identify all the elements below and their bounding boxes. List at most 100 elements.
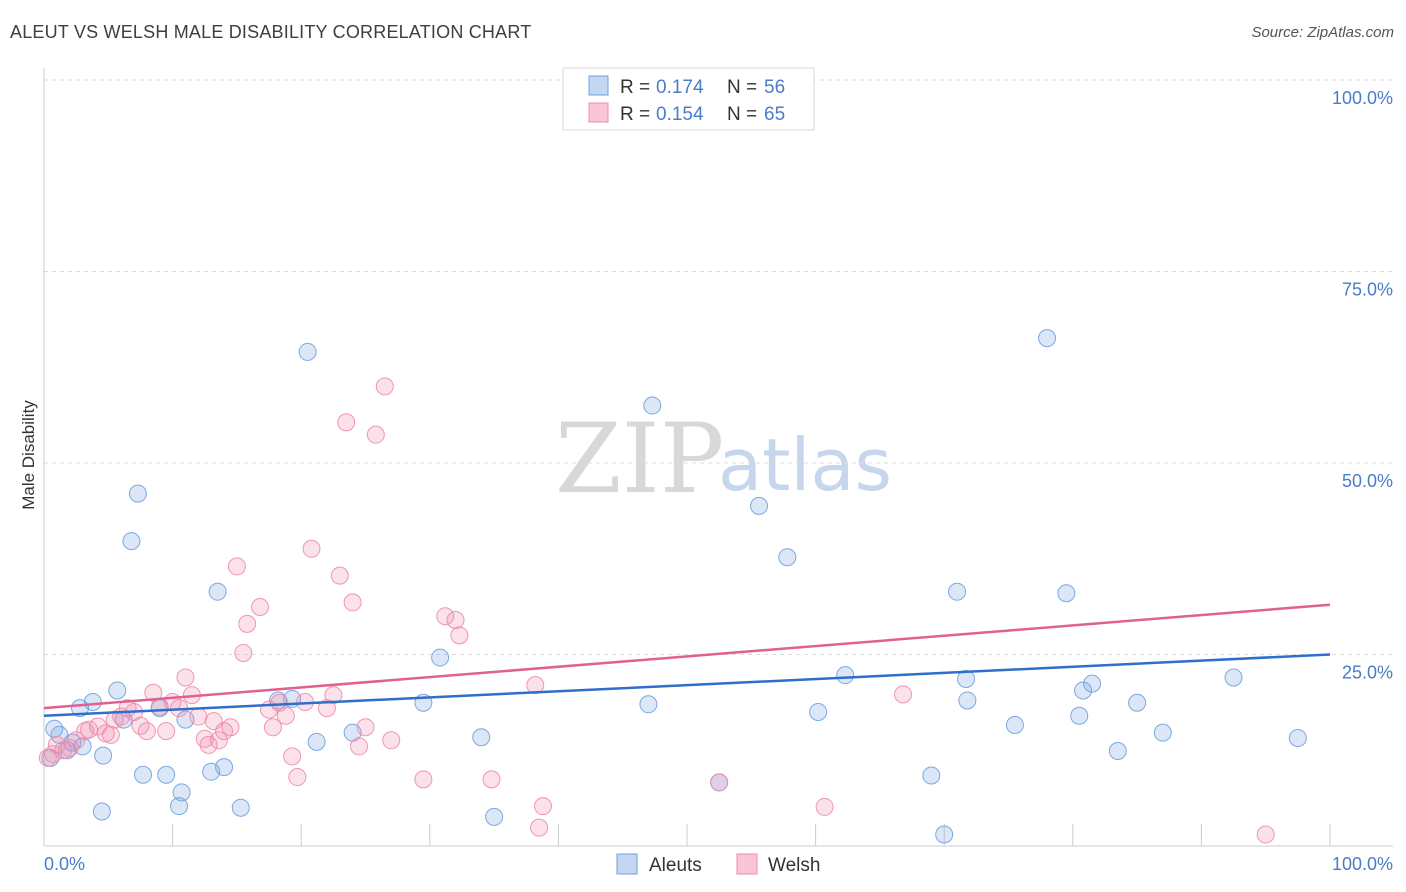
data-point-aleuts [1057,584,1076,603]
grid [44,79,1393,655]
data-points [38,329,1307,844]
data-point-aleuts [231,798,250,817]
watermark-atlas: atlas [718,423,892,507]
data-point-aleuts [1074,681,1093,700]
source-credit: Source: ZipAtlas.com [1251,24,1394,41]
bottom-legend-label-welsh: Welsh [768,855,820,876]
legend-r-value-welsh: 0.154 [656,104,704,125]
data-point-aleuts [108,681,127,700]
data-point-aleuts [1128,693,1147,712]
trend-line-welsh [43,603,1331,710]
data-point-aleuts [94,746,113,765]
y-tick-label: 100.0% [1332,88,1393,108]
data-point-aleuts [170,797,189,816]
data-point-aleuts [472,728,491,747]
data-point-welsh [276,706,295,725]
data-point-welsh [288,768,307,787]
data-point-aleuts [431,648,450,667]
chart-title: ALEUT VS WELSH MALE DISABILITY CORRELATI… [10,22,532,42]
data-point-aleuts [128,484,147,503]
bottom-legend-label-aleuts: Aleuts [649,855,702,876]
data-point-welsh [366,425,385,444]
bottom-legend-swatch-aleuts [616,853,638,875]
data-point-welsh [815,797,834,816]
data-point-welsh [446,611,465,630]
data-point-aleuts [92,802,111,821]
data-point-aleuts [157,765,176,784]
data-point-welsh [101,725,120,744]
data-point-aleuts [1153,723,1172,742]
data-point-welsh [238,614,257,633]
y-tick-label: 75.0% [1342,280,1393,300]
trend-lines [43,603,1331,718]
data-point-welsh [137,722,156,741]
data-point-aleuts [935,825,954,844]
legend-r-label-aleuts: R = [620,77,650,98]
data-point-welsh [176,668,195,687]
data-point-welsh [375,377,394,396]
data-point-aleuts [957,670,976,689]
data-point-aleuts [485,807,504,826]
data-point-aleuts [122,532,141,551]
data-point-aleuts [643,396,662,415]
data-point-aleuts [809,702,828,721]
data-point-welsh [337,413,356,432]
legend: R = 0.174 N = 56 R = 0.154 N = 65 [562,67,815,131]
watermark-zip: ZIP [555,403,724,515]
legend-r-value-aleuts: 0.174 [656,77,704,98]
data-point-welsh [209,731,228,750]
data-point-welsh [283,747,302,766]
data-point-welsh [270,693,289,712]
legend-r-label-welsh: R = [620,104,650,125]
data-point-welsh [251,598,270,617]
data-point-welsh [710,773,729,792]
legend-swatch-welsh [588,102,609,123]
legend-n-label-welsh: N = [727,104,757,125]
watermark: ZIP atlas [555,403,892,515]
data-point-welsh [414,770,433,789]
data-point-welsh [60,738,79,757]
data-point-welsh [382,731,401,750]
x-tick-label-left: 0.0% [44,854,85,874]
data-point-aleuts [639,695,658,714]
data-point-welsh [189,707,208,726]
data-point-welsh [343,593,362,612]
data-point-aleuts [1005,715,1024,734]
data-point-welsh [157,722,176,741]
bottom-legend: Aleuts Welsh [616,853,820,876]
data-point-aleuts [215,758,234,777]
data-point-welsh [356,718,375,737]
data-point-welsh [221,718,240,737]
data-point-aleuts [1224,668,1243,687]
data-point-aleuts [1083,674,1102,693]
bottom-legend-swatch-welsh [736,853,758,875]
y-axis-label: Male Disability [19,400,38,510]
data-point-aleuts [948,582,967,601]
data-point-welsh [482,770,501,789]
data-point-aleuts [307,732,326,751]
legend-n-label-aleuts: N = [727,77,757,98]
y-tick-label: 50.0% [1342,471,1393,491]
data-point-welsh [330,566,349,585]
data-point-welsh [530,818,549,837]
data-point-welsh [89,717,108,736]
data-point-welsh [263,718,282,737]
data-point-welsh [450,626,469,645]
data-point-welsh [44,745,63,764]
data-point-aleuts [208,582,227,601]
data-point-welsh [302,539,321,558]
data-point-aleuts [1070,706,1089,725]
data-point-welsh [324,686,343,705]
y-tick-label: 25.0% [1342,663,1393,683]
data-point-aleuts [172,783,191,802]
y-tick-labels: 100.0% 75.0% 50.0% 25.0% [1332,88,1393,683]
data-point-welsh [894,685,913,704]
data-point-aleuts [45,719,64,738]
data-point-aleuts [922,766,941,785]
axes [43,68,1393,847]
data-point-welsh [317,699,336,718]
data-point-welsh [227,557,246,576]
legend-n-value-welsh: 65 [764,104,785,125]
data-point-welsh [526,676,545,695]
